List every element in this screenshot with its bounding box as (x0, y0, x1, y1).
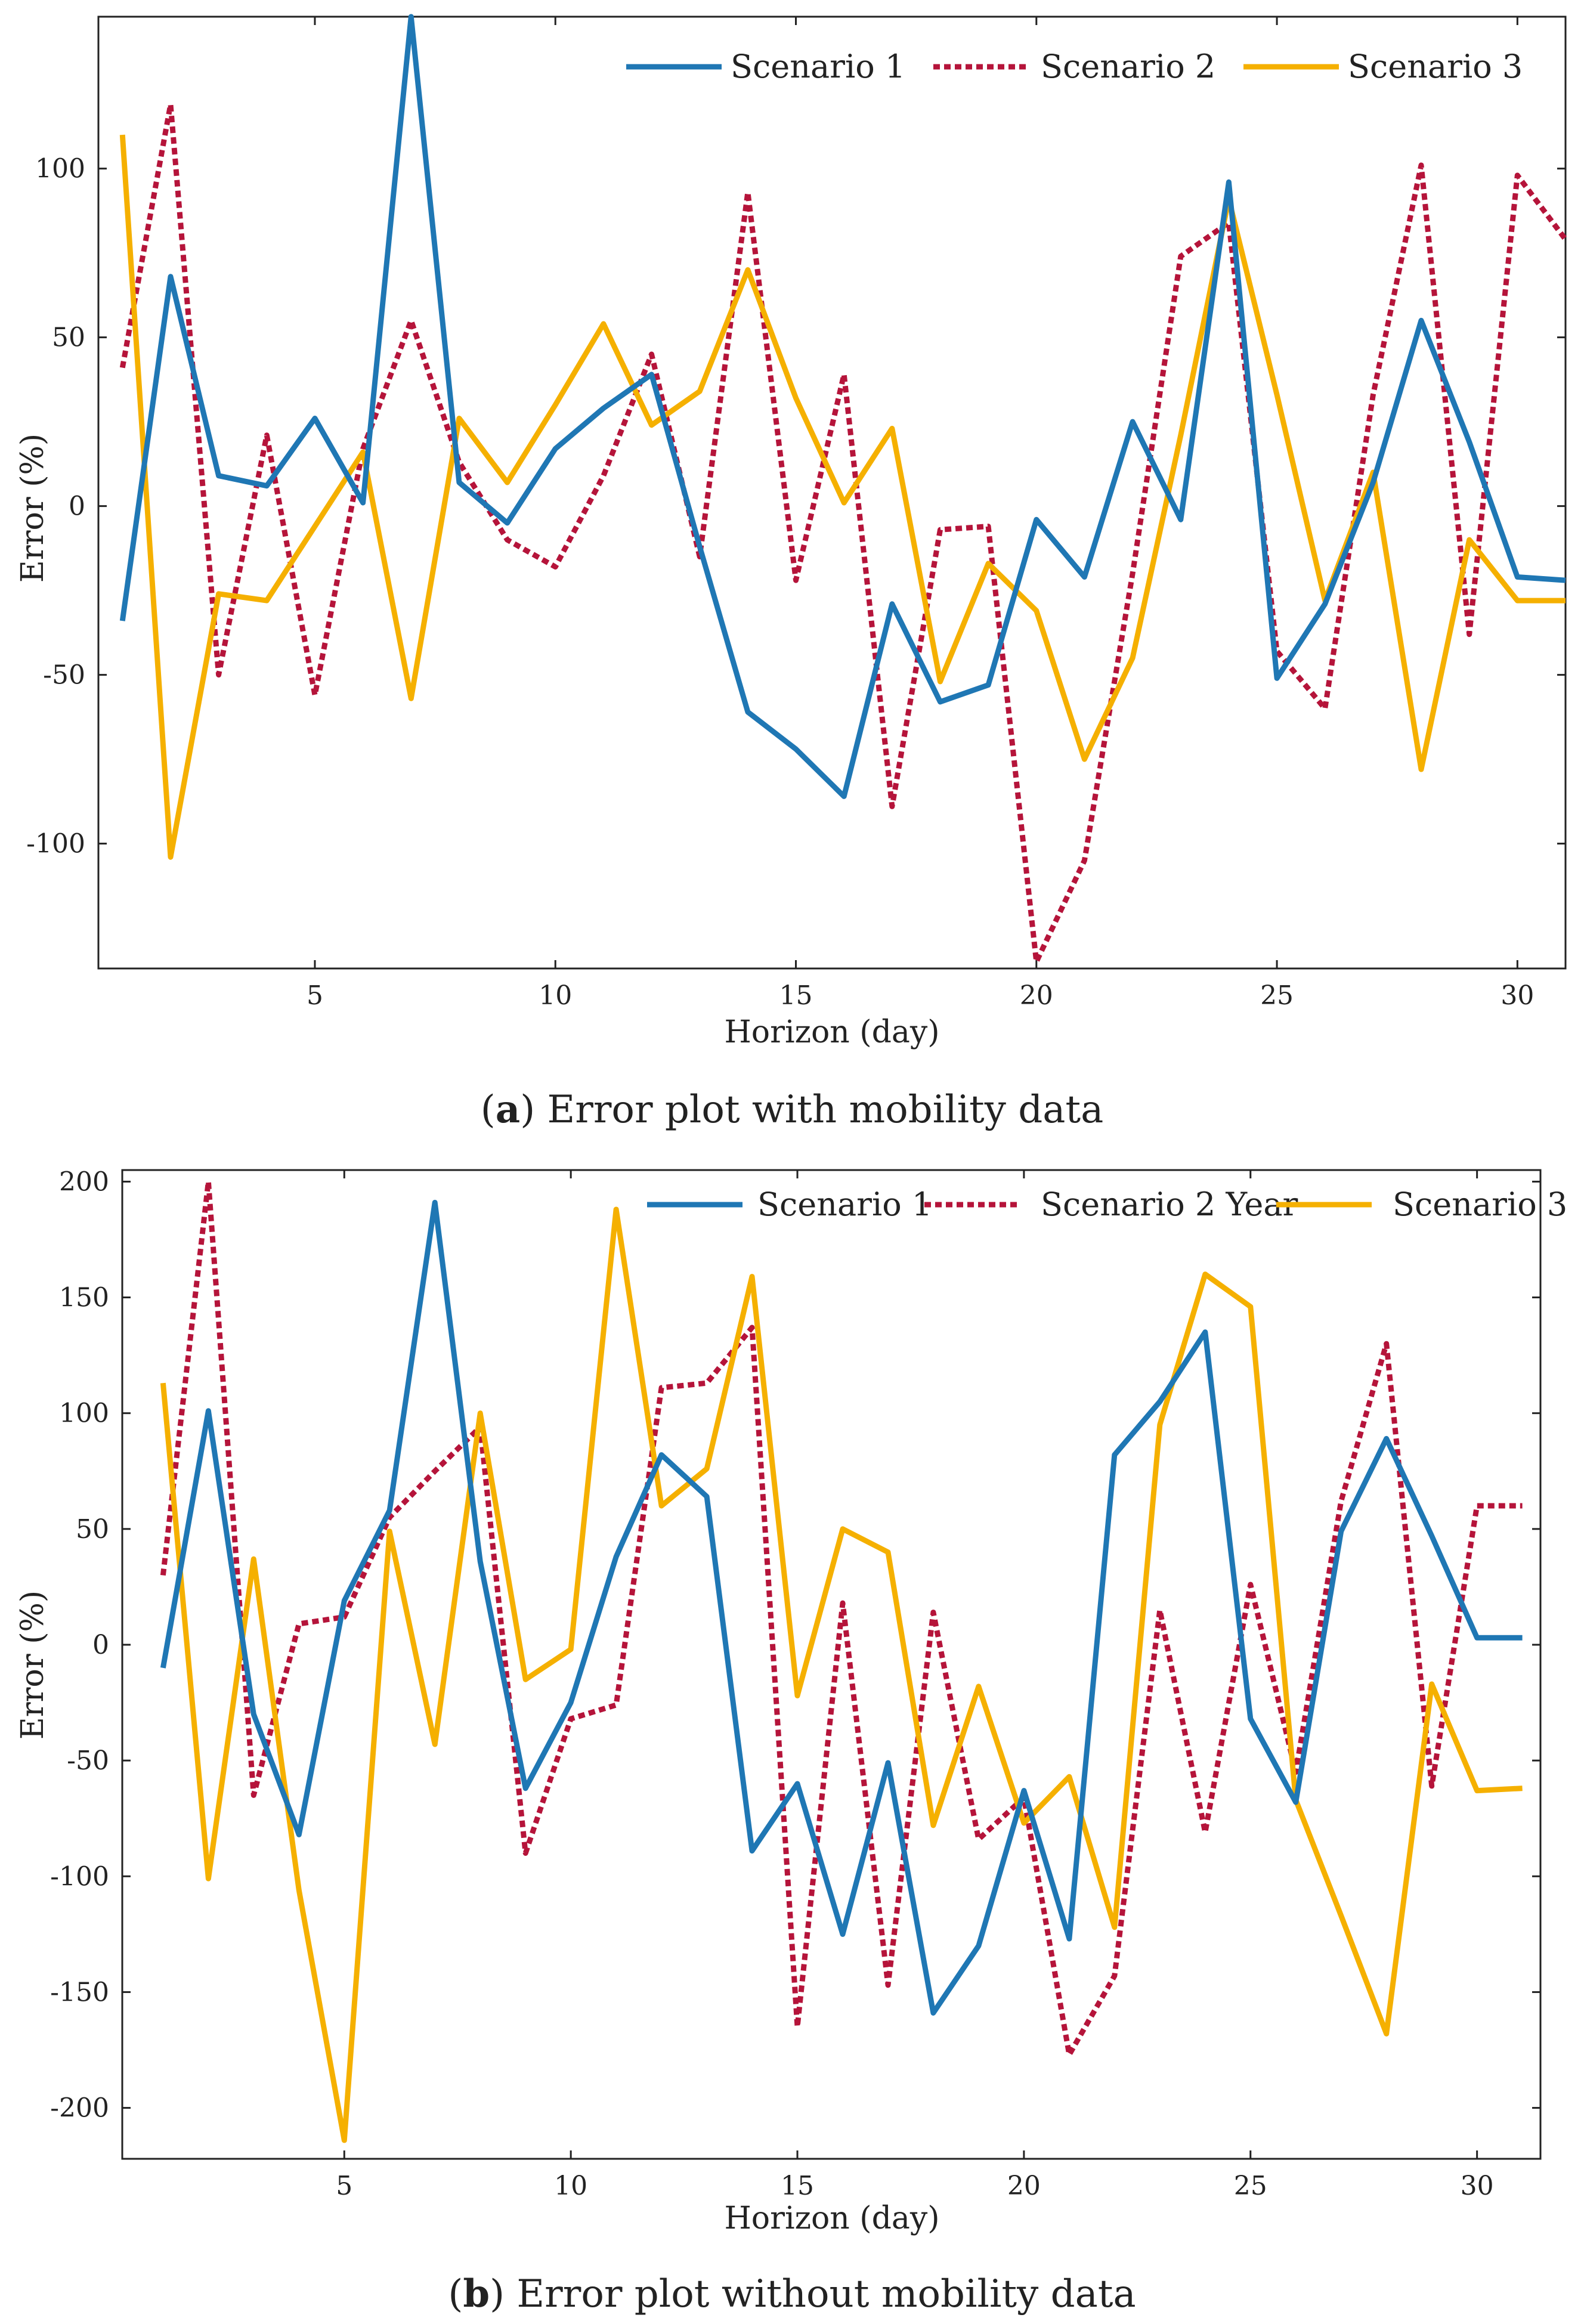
legend-entry: Scenario 2 Year (1041, 1186, 1298, 1223)
y-tick-label: -50 (67, 1746, 109, 1776)
series-line-scenario-1 (119, 14, 1566, 799)
y-ticks-b: -200 -150 -100 -50 0 50 100 150 200 (50, 1166, 1540, 2124)
series-line-scenario-1 (160, 1199, 1523, 2016)
caption-a: (a) Error plot with mobility data (481, 1087, 1104, 1132)
y-tick-label: 100 (59, 1398, 109, 1429)
series-line-scenario-2 (119, 101, 1568, 965)
plot-frame-b (121, 1169, 1542, 2160)
x-tick-label: 15 (779, 980, 813, 1011)
legend-entry: Scenario 3 (1348, 48, 1523, 85)
y-tick-label: -50 (43, 660, 85, 691)
x-tick-label: 10 (539, 980, 572, 1011)
y-tick-label: -200 (50, 2093, 109, 2124)
caption-b: (b) Error plot without mobility data (448, 2272, 1136, 2316)
x-axis-label-a: Horizon (day) (724, 1014, 939, 1050)
x-tick-label: 30 (1501, 980, 1534, 1011)
y-axis-label-b: Error (%) (15, 1590, 51, 1740)
x-tick-label: 30 (1461, 2171, 1494, 2201)
x-ticks-b: 5 10 15 20 25 30 (336, 1170, 1494, 2201)
y-ticks-a: -100 -50 0 50 100 (26, 154, 1566, 859)
legend-a: Scenario 1 Scenario 2 Scenario 3 (626, 48, 1523, 85)
y-tick-label: -150 (50, 1977, 109, 2007)
y-tick-label: 0 (69, 491, 85, 522)
x-axis-label-b: Horizon (day) (724, 2201, 939, 2236)
legend-entry: Scenario 1 (731, 48, 905, 85)
x-tick-label: 10 (554, 2171, 587, 2201)
legend-b: Scenario 1 Scenario 2 Year Scenario 3 (647, 1186, 1567, 1223)
x-tick-label: 20 (1007, 2171, 1041, 2201)
y-tick-label: -100 (26, 829, 85, 859)
y-tick-label: 50 (76, 1514, 109, 1545)
x-tick-label: 25 (1234, 2171, 1267, 2201)
y-tick-label: -100 (50, 1861, 109, 1892)
x-tick-label: 5 (307, 980, 323, 1011)
y-tick-label: 50 (52, 323, 85, 353)
legend-entry: Scenario 3 (1393, 1186, 1567, 1223)
series-a (119, 14, 1568, 965)
x-tick-label: 15 (781, 2171, 814, 2201)
x-ticks-a: 5 10 15 20 25 30 (307, 17, 1534, 1011)
plot-frame-a (97, 16, 1567, 970)
x-tick-label: 25 (1260, 980, 1294, 1011)
x-tick-label: 20 (1020, 980, 1053, 1011)
y-tick-label: 0 (92, 1630, 109, 1660)
x-tick-label: 5 (336, 2171, 352, 2201)
legend-entry: Scenario 1 (757, 1186, 932, 1223)
y-tick-label: 200 (59, 1166, 109, 1197)
y-tick-label: 150 (59, 1283, 109, 1313)
y-axis-label-a: Error (%) (15, 434, 51, 583)
series-b (160, 1178, 1523, 2143)
legend-entry: Scenario 2 (1041, 48, 1215, 85)
y-tick-label: 100 (35, 154, 85, 184)
